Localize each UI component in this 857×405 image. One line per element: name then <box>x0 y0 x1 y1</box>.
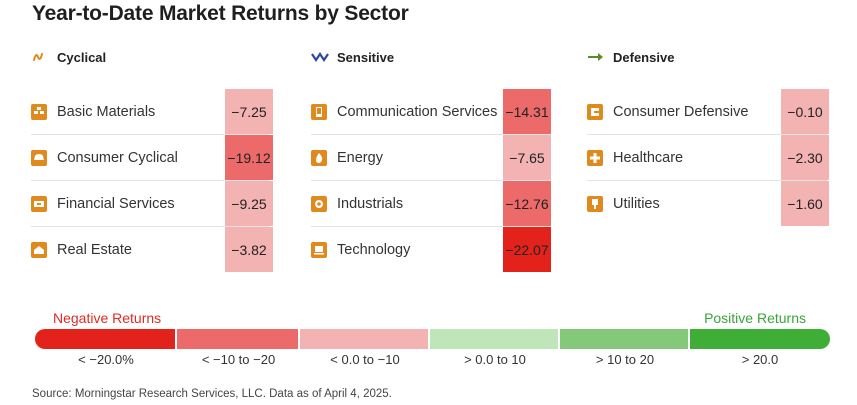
sector-label: Communication Services <box>337 104 498 120</box>
return-value-cell: −0.10 <box>781 89 829 134</box>
sector-row: Technology −22.07 <box>311 227 551 273</box>
sector-row: Basic Materials −7.25 <box>31 89 273 135</box>
sector-label: Consumer Cyclical <box>57 150 178 166</box>
cyclical-wave-icon <box>31 50 49 64</box>
legend-range-label: > 10 to 20 <box>595 352 655 367</box>
group-title: Defensive <box>613 49 675 65</box>
return-value-cell: −7.25 <box>225 89 273 134</box>
utilities-icon <box>587 196 603 212</box>
sector-row: Communication Services −14.31 <box>311 89 551 135</box>
basic-materials-icon <box>31 104 47 120</box>
industrials-icon <box>311 196 327 212</box>
energy-icon <box>311 150 327 166</box>
group-title: Sensitive <box>337 49 395 65</box>
sector-label: Real Estate <box>57 242 132 258</box>
legend-color-bar <box>35 329 830 349</box>
source-note: Source: Morningstar Research Services, L… <box>32 388 392 400</box>
sector-row: Healthcare −2.30 <box>587 135 829 181</box>
return-value-cell: −22.07 <box>503 227 551 272</box>
sector-label: Energy <box>337 150 383 166</box>
real-estate-icon <box>31 242 47 258</box>
return-value-cell: −1.60 <box>781 181 829 226</box>
chart-title: Year-to-Date Market Returns by Sector <box>32 2 409 25</box>
consumer-cyclical-icon <box>31 150 47 166</box>
communication-services-icon <box>311 104 327 120</box>
return-value-cell: −14.31 <box>503 89 551 134</box>
financial-services-icon <box>31 196 47 212</box>
sensitive-zigzag-icon <box>311 50 329 64</box>
return-value-cell: −19.12 <box>225 135 273 180</box>
legend-swatch <box>35 329 177 349</box>
sector-row: Real Estate −3.82 <box>31 227 273 273</box>
sector-group-sensitive: Sensitive Communication Services −14.31 Ene… <box>311 42 551 273</box>
legend-range-label: < −20.0% <box>78 352 134 367</box>
legend-range-label: < −10 to −20 <box>201 352 276 367</box>
sector-label: Basic Materials <box>57 104 156 120</box>
legend-range-label: > 0.0 to 10 <box>464 352 526 367</box>
sector-group-defensive: Defensive Consumer Defensive −0.10 Healthca… <box>587 42 829 227</box>
group-title: Cyclical <box>57 49 107 65</box>
legend-range-label: < 0.0 to −10 <box>330 352 400 367</box>
sector-group-cyclical: Cyclical Basic Materials −7.25 Consumer Cyc… <box>31 42 273 273</box>
healthcare-icon <box>587 150 603 166</box>
return-value-cell: −3.82 <box>225 227 273 272</box>
legend-range-label: > 20.0 <box>741 352 779 367</box>
sector-label: Consumer Defensive <box>613 104 749 120</box>
legend-swatch <box>177 329 300 349</box>
sector-row: Energy −7.65 <box>311 135 551 181</box>
legend-swatch <box>430 329 560 349</box>
technology-icon <box>311 242 327 258</box>
sector-label: Technology <box>337 242 411 258</box>
return-value-cell: −2.30 <box>781 135 829 180</box>
return-value-cell: −7.65 <box>503 135 551 180</box>
sector-row: Financial Services −9.25 <box>31 181 273 227</box>
consumer-defensive-icon <box>587 104 603 120</box>
defensive-arrow-icon <box>587 50 605 64</box>
sector-label: Industrials <box>337 196 404 212</box>
group-header: Sensitive <box>311 42 551 72</box>
sector-row: Consumer Defensive −0.10 <box>587 89 829 135</box>
group-header: Defensive <box>587 42 827 72</box>
legend-range-labels: < −20.0% < −10 to −20 < 0.0 to −10 > 0.0 to… <box>35 352 830 367</box>
return-value-cell: −12.76 <box>503 181 551 226</box>
legend-swatch <box>300 329 430 349</box>
return-value-cell: −9.25 <box>225 181 273 226</box>
sector-label: Financial Services <box>57 196 175 212</box>
color-legend: Negative Returns Positive Returns < −20.… <box>35 308 830 376</box>
sector-label: Healthcare <box>613 150 684 166</box>
negative-returns-label: Negative Returns <box>53 310 162 326</box>
positive-returns-label: Positive Returns <box>704 310 806 326</box>
sector-row: Utilities −1.60 <box>587 181 829 227</box>
legend-swatch <box>690 329 830 349</box>
sector-row: Consumer Cyclical −19.12 <box>31 135 273 181</box>
group-header: Cyclical <box>31 42 269 72</box>
sector-label: Utilities <box>613 196 660 212</box>
legend-swatch <box>560 329 690 349</box>
sector-row: Industrials −12.76 <box>311 181 551 227</box>
